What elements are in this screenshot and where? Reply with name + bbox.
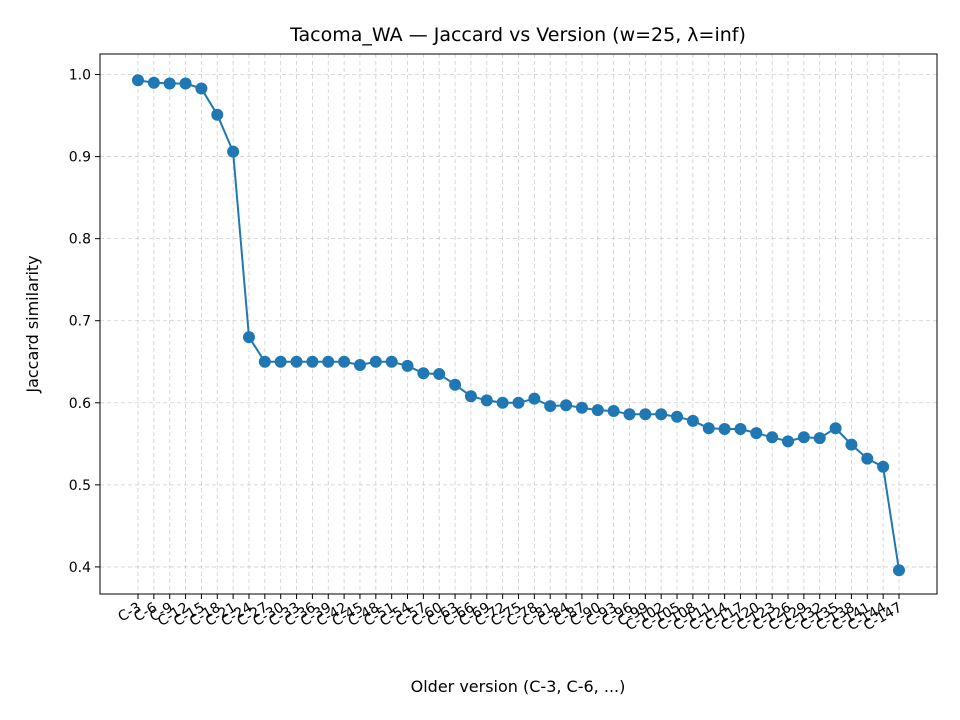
data-point <box>639 408 652 421</box>
data-point <box>464 390 477 403</box>
data-point <box>433 368 446 381</box>
data-point <box>163 77 176 90</box>
data-point <box>877 460 890 473</box>
data-point <box>845 438 858 451</box>
data-point <box>528 392 541 405</box>
data-point <box>861 452 874 465</box>
y-tick-label: 0.4 <box>69 560 91 576</box>
data-point <box>417 367 430 380</box>
data-point <box>797 431 810 444</box>
series-line-group <box>132 74 905 577</box>
data-point <box>195 82 208 95</box>
y-tick-label: 1.0 <box>69 68 91 84</box>
data-point <box>258 355 271 368</box>
x-ticks: C-3C-6C-9C-12C-15C-18C-21C-24C-27C-30C-3… <box>115 594 905 634</box>
y-axis-label: Jaccard similarity <box>23 255 42 393</box>
data-point <box>147 76 160 89</box>
plot-frame <box>99 53 938 595</box>
data-point <box>211 108 224 121</box>
data-point <box>623 408 636 421</box>
x-axis-label: Older version (C-3, C-6, ...) <box>411 677 626 696</box>
data-point <box>496 396 509 409</box>
data-point <box>560 399 573 412</box>
data-point <box>227 145 240 158</box>
data-point <box>607 404 620 417</box>
data-point <box>353 359 366 372</box>
data-point <box>591 404 604 417</box>
y-tick-label: 0.6 <box>69 396 91 412</box>
data-point <box>766 431 779 444</box>
data-point <box>575 401 588 414</box>
data-point <box>242 331 255 344</box>
data-point <box>893 564 905 577</box>
data-point <box>734 423 747 436</box>
y-tick-label: 0.7 <box>69 314 91 330</box>
chart-title: Tacoma_WA — Jaccard vs Version (w=25, λ=… <box>289 24 746 46</box>
data-point <box>290 355 303 368</box>
grid-lines <box>100 54 937 594</box>
data-point <box>369 355 382 368</box>
data-point <box>385 355 398 368</box>
data-point <box>750 427 763 440</box>
data-point <box>179 77 192 90</box>
data-point <box>544 400 557 413</box>
data-point <box>480 394 493 407</box>
y-ticks: 0.4 0.5 0.6 0.7 0.8 0.9 1.0 <box>69 68 100 576</box>
y-tick-label: 0.9 <box>69 150 91 166</box>
data-point <box>718 423 731 436</box>
data-point <box>782 435 795 448</box>
data-point <box>655 408 668 421</box>
data-point <box>449 378 462 391</box>
data-point <box>322 355 335 368</box>
data-point <box>671 410 684 423</box>
data-point <box>274 355 287 368</box>
data-point <box>829 422 842 435</box>
data-point <box>132 74 144 87</box>
data-point <box>401 359 414 372</box>
data-point <box>686 414 699 427</box>
data-point <box>306 355 319 368</box>
y-tick-label: 0.5 <box>69 478 91 494</box>
data-point <box>512 396 525 409</box>
data-point <box>813 432 826 445</box>
data-point <box>338 355 351 368</box>
data-point <box>702 422 715 435</box>
y-tick-label: 0.8 <box>69 232 91 248</box>
